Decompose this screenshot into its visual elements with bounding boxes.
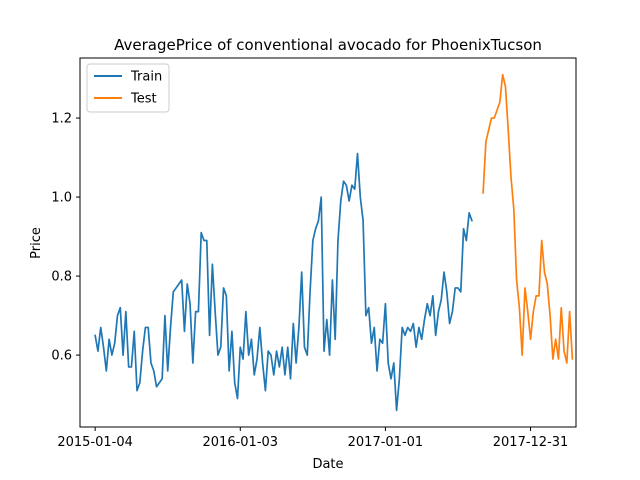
x-tick-label: 2016-01-03 xyxy=(203,435,279,450)
plot-area xyxy=(79,57,577,428)
series-line-train xyxy=(94,152,473,412)
x-axis-label: Date xyxy=(312,457,343,472)
x-tick-label: 2017-01-01 xyxy=(348,435,424,450)
y-tick-label: 1.2 xyxy=(51,112,72,127)
y-tick-label: 0.6 xyxy=(51,349,72,364)
x-tick-label: 2015-01-04 xyxy=(57,435,133,450)
x-axis: 2015-01-04 2016-01-03 2017-01-01 2017-12-31 xyxy=(57,427,568,450)
chart-title: AveragePrice of conventional avocado for… xyxy=(114,36,542,54)
legend-label-test: Test xyxy=(130,92,157,107)
y-tick-label: 0.8 xyxy=(51,270,72,285)
y-axis: 0.6 0.8 1.0 1.2 xyxy=(51,112,80,364)
series-line-test xyxy=(482,73,574,364)
series-layer xyxy=(94,73,574,412)
legend-label-train: Train xyxy=(130,70,162,85)
y-tick-label: 1.0 xyxy=(51,191,72,206)
y-axis-label: Price xyxy=(29,227,44,259)
x-tick-label: 2017-12-31 xyxy=(493,435,569,450)
legend: Train Test xyxy=(86,63,170,113)
